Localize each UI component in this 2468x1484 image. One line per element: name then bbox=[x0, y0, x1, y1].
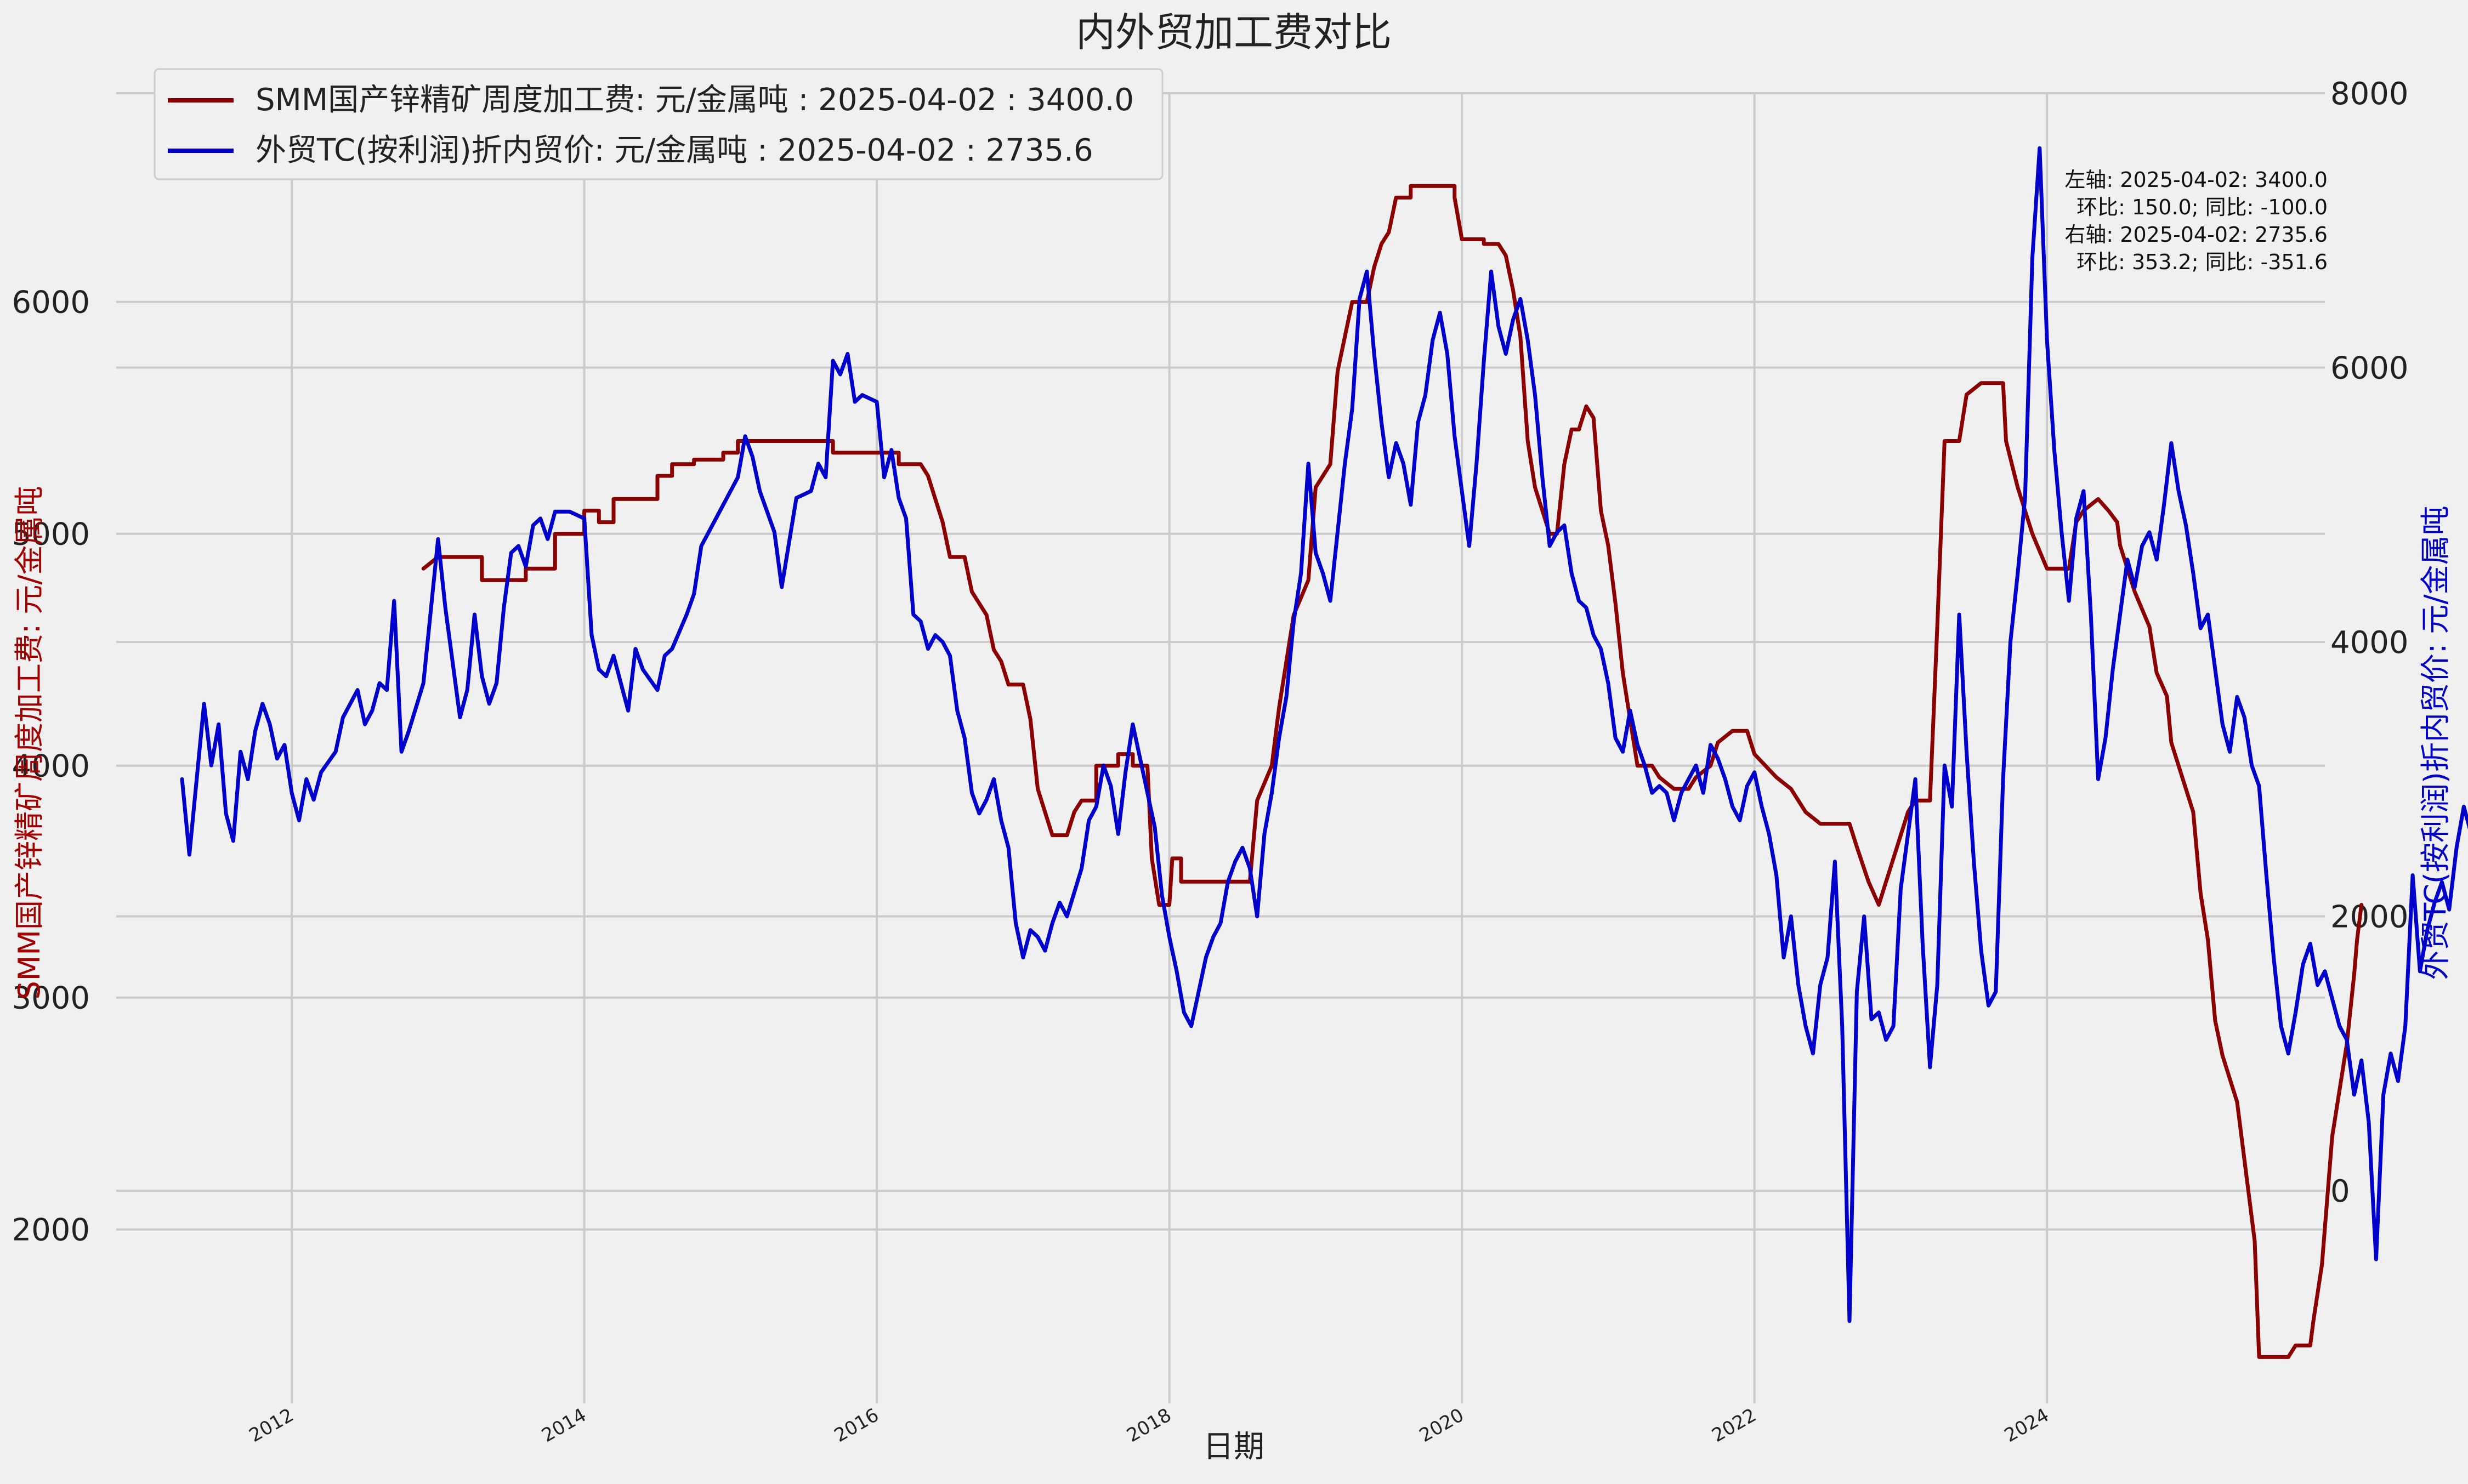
legend-label-domestic: SMM国产锌精矿周度加工费: 元/金属吨 : 2025-04-02 : 3400… bbox=[256, 82, 1134, 118]
x-tick-label: 2024 bbox=[2001, 1404, 2053, 1447]
left-tick-label: 6000 bbox=[12, 285, 90, 321]
series-line-domestic-tc bbox=[421, 184, 2364, 1359]
right-y-axis: 0 2000 4000 6000 8000 bbox=[2330, 76, 2409, 1209]
left-y-axis: 2000 3000 4000 5000 6000 bbox=[12, 285, 90, 1248]
left-tick-label: 2000 bbox=[12, 1213, 90, 1248]
right-tick-label: 8000 bbox=[2330, 76, 2409, 112]
x-tick-label: 2018 bbox=[1123, 1404, 1175, 1447]
grid bbox=[116, 92, 2325, 1403]
x-tick-label: 2016 bbox=[831, 1404, 883, 1447]
plot-lines bbox=[180, 146, 2468, 1359]
annotation-right-change: 环比: 353.2; 同比: -351.6 bbox=[2076, 250, 2328, 274]
chart-title: 内外贸加工费对比 bbox=[1076, 9, 1392, 55]
left-tick-label: 3000 bbox=[12, 981, 90, 1016]
right-tick-label: 4000 bbox=[2330, 625, 2409, 661]
x-axis-label: 日期 bbox=[1203, 1429, 1264, 1465]
annotation-left-change: 环比: 150.0; 同比: -100.0 bbox=[2076, 195, 2328, 219]
series-line-foreign-tc bbox=[180, 146, 2468, 1323]
left-axis-label: SMM国产锌精矿周度加工费: 元/金属吨 bbox=[12, 486, 47, 999]
stats-annotation: 左轴: 2025-04-02: 3400.0 环比: 150.0; 同比: -1… bbox=[2064, 168, 2328, 274]
right-tick-label: 0 bbox=[2330, 1174, 2350, 1209]
x-tick-label: 2022 bbox=[1708, 1404, 1760, 1447]
x-tick-label: 2014 bbox=[538, 1404, 590, 1447]
legend: SMM国产锌精矿周度加工费: 元/金属吨 : 2025-04-02 : 3400… bbox=[154, 68, 1164, 180]
annotation-right-value: 右轴: 2025-04-02: 2735.6 bbox=[2064, 223, 2328, 247]
annotation-left-value: 左轴: 2025-04-02: 3400.0 bbox=[2064, 168, 2328, 192]
left-tick-label: 5000 bbox=[12, 517, 90, 553]
left-tick-label: 4000 bbox=[12, 749, 90, 784]
x-axis: 2012 2014 2016 2018 2020 2022 2024 bbox=[246, 1404, 2053, 1447]
legend-box bbox=[154, 68, 1164, 180]
legend-label-foreign: 外贸TC(按利润)折内贸价: 元/金属吨 : 2025-04-02 : 2735… bbox=[256, 133, 1093, 168]
x-tick-label: 2012 bbox=[246, 1404, 298, 1447]
right-tick-label: 6000 bbox=[2330, 351, 2409, 386]
right-tick-label: 2000 bbox=[2330, 900, 2409, 935]
x-tick-label: 2020 bbox=[1416, 1404, 1468, 1447]
right-axis-label: 外贸TC(按利润)折内贸价: 元/金属吨 bbox=[2418, 505, 2453, 980]
